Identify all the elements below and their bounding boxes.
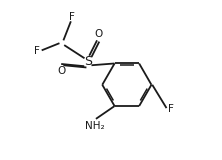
Text: F: F xyxy=(69,12,75,22)
Text: O: O xyxy=(58,66,66,76)
Text: NH₂: NH₂ xyxy=(85,121,105,131)
Text: S: S xyxy=(84,55,92,68)
Text: F: F xyxy=(168,104,173,114)
Text: O: O xyxy=(94,29,102,39)
Text: F: F xyxy=(34,46,40,56)
